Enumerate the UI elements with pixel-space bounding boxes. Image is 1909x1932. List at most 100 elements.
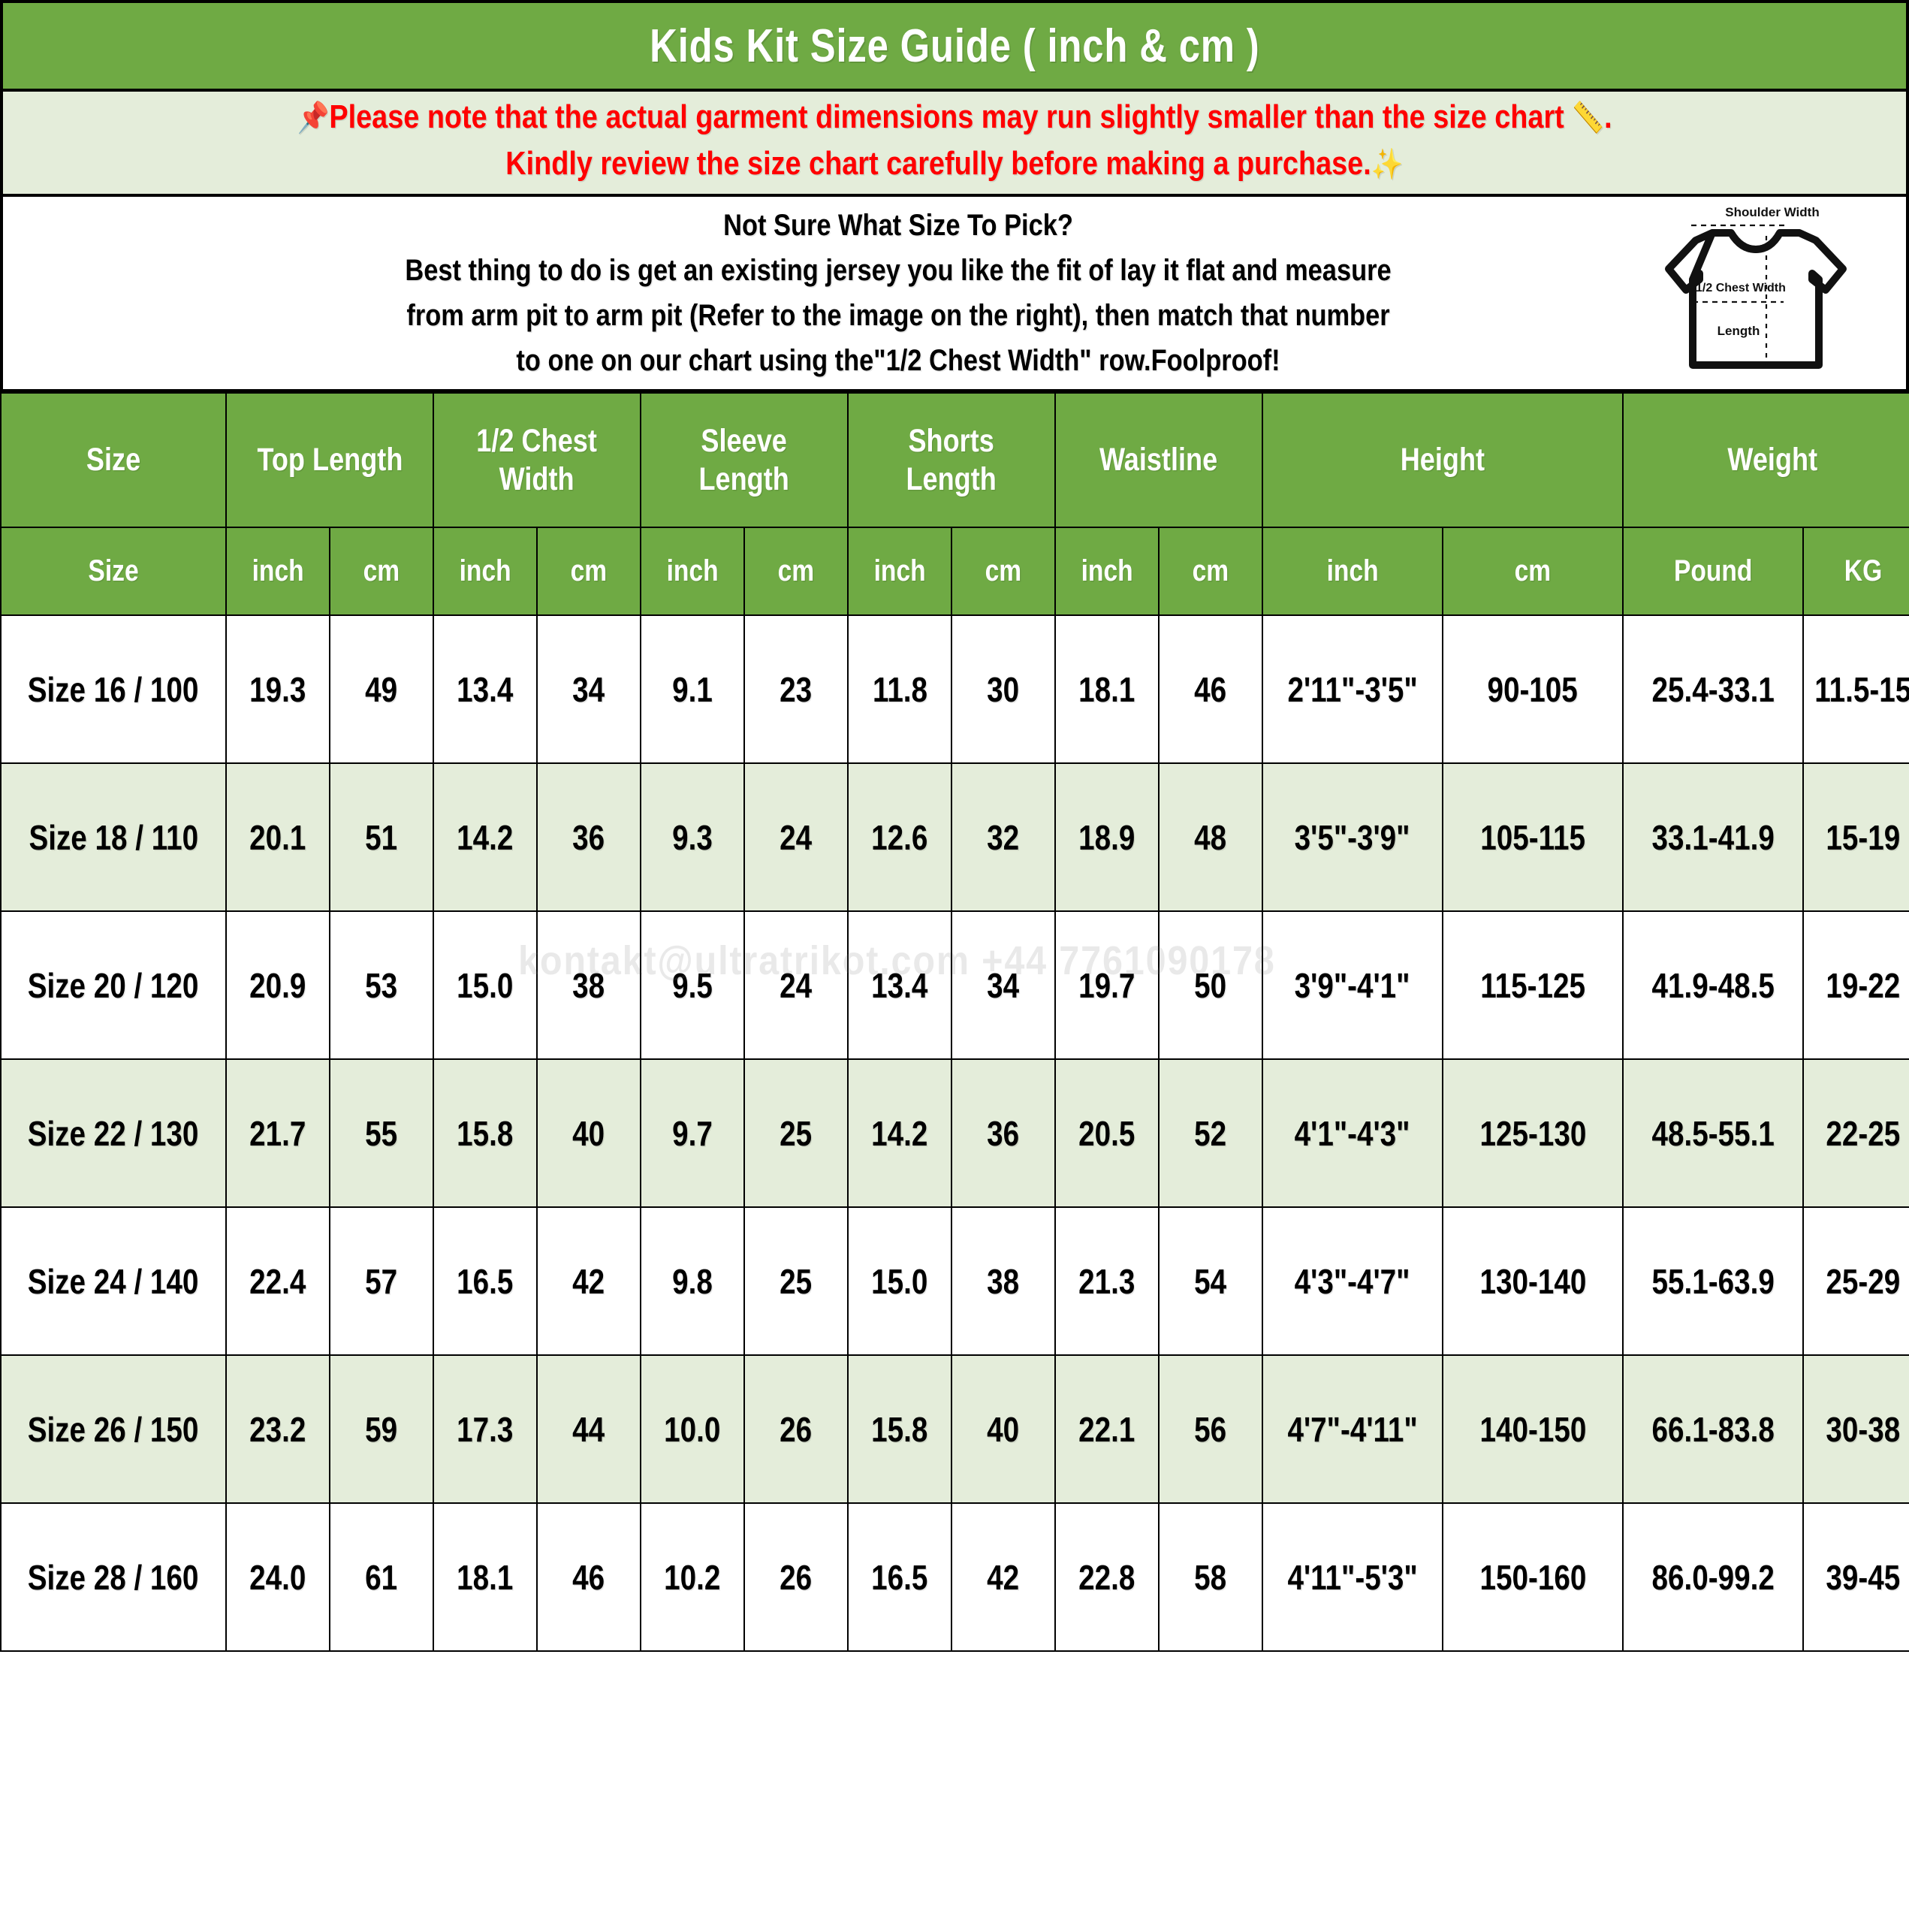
table-cell: 46 [536, 1502, 642, 1652]
table-cell: 90-105 [1442, 614, 1624, 764]
cell-value: 19.7 [1078, 965, 1135, 1005]
cell-value: 66.1-83.8 [1651, 1409, 1775, 1449]
warning-line-1: 📌Please note that the actual garment dim… [297, 94, 1612, 140]
unit-header-label: KG [1844, 554, 1882, 587]
cell-value: 18.1 [457, 1557, 514, 1597]
cell-value: 9.3 [672, 817, 713, 857]
table-cell: 41.9-48.5 [1622, 910, 1805, 1060]
table-row: Size 28 / 160 24.0 61 18.1 46 10.2 26 16.5 42 22.… [0, 1502, 1909, 1652]
table-cell: 61 [328, 1502, 435, 1652]
cell-value: 4'3"-4'7" [1295, 1261, 1410, 1301]
table-body: Size 16 / 100 19.3 49 13.4 34 9.1 23 11.8 30 18.1… [0, 614, 1909, 1652]
table-cell: 115-125 [1442, 910, 1624, 1060]
table-cell: 15-19 [1802, 762, 1909, 912]
cell-value: 18.1 [1078, 669, 1135, 709]
table-cell: 20.9 [225, 910, 330, 1060]
row-size-label: Size 22 / 130 [0, 1058, 227, 1208]
table-cell: 38 [536, 910, 642, 1060]
cell-value: 17.3 [457, 1409, 514, 1449]
cell-value: 13.4 [871, 965, 928, 1005]
warning-line-2: Kindly review the size chart carefully b… [505, 140, 1403, 187]
cell-value: 38 [987, 1261, 1020, 1301]
group-header-weight: Weight [1622, 392, 1909, 528]
table-cell: 23 [743, 614, 849, 764]
cell-value: 40 [572, 1113, 605, 1153]
table-row: Size 18 / 110 20.1 51 14.2 36 9.3 24 12.6 32 18.9… [0, 762, 1909, 912]
sparkles-icon: ✨ [1371, 147, 1404, 182]
cell-value: 56 [1194, 1409, 1227, 1449]
unit-header-label: Size [88, 554, 139, 587]
cell-value: 42 [987, 1557, 1020, 1597]
group-header-size: Size [0, 392, 227, 528]
table-cell: 36 [951, 1058, 1057, 1208]
table-cell: 22.4 [225, 1206, 330, 1356]
table-cell: 55 [328, 1058, 435, 1208]
size-table-container: Size Top Length 1/2 Chest Width Sleeve Len… [0, 392, 1909, 1932]
table-cell: 42 [536, 1206, 642, 1356]
table-row: Size 20 / 120 20.9 53 15.0 38 9.5 24 13.4 34 19.7… [0, 910, 1909, 1060]
cell-value: 59 [365, 1409, 398, 1449]
cell-value: 55 [365, 1113, 398, 1153]
cell-value: 9.5 [672, 965, 713, 1005]
table-cell: 12.6 [847, 762, 953, 912]
table-cell: 20.1 [225, 762, 330, 912]
unit-header-label: inch [1081, 554, 1133, 587]
table-cell: 21.7 [225, 1058, 330, 1208]
table-cell: 24 [743, 910, 849, 1060]
cell-value: 20.9 [249, 965, 306, 1005]
cell-value: 4'11"-5'3" [1287, 1557, 1418, 1597]
unit-header-label: inch [1326, 554, 1379, 587]
table-cell: 25 [743, 1058, 849, 1208]
table-cell: 11.5-15 [1802, 614, 1909, 764]
unit-header-1: inch [225, 527, 330, 616]
tshirt-collar [1727, 231, 1784, 254]
cell-value: 26 [780, 1409, 813, 1449]
cell-value: 55.1-63.9 [1651, 1261, 1775, 1301]
table-cell: 30 [951, 614, 1057, 764]
table-group-header-row: Size Top Length 1/2 Chest Width Sleeve Len… [0, 392, 1909, 528]
cell-value: 54 [1194, 1261, 1227, 1301]
cell-value: 53 [365, 965, 398, 1005]
table-cell: 57 [328, 1206, 435, 1356]
cell-value: 140-150 [1479, 1409, 1586, 1449]
cell-value: 4'7"-4'11" [1287, 1409, 1418, 1449]
table-cell: 54 [1158, 1206, 1264, 1356]
table-cell: 15.8 [847, 1354, 953, 1504]
cell-value: 15.8 [457, 1113, 514, 1153]
cell-value: 130-140 [1479, 1261, 1586, 1301]
row-size-label: Size 16 / 100 [0, 614, 227, 764]
cell-value: 11.5-15 [1814, 669, 1909, 709]
table-cell: 9.8 [640, 1206, 746, 1356]
unit-header-9: inch [1054, 527, 1160, 616]
cell-value: 22.4 [249, 1261, 306, 1301]
table-cell: 34 [951, 910, 1057, 1060]
cell-value: 25 [780, 1113, 813, 1153]
cell-value: 32 [987, 817, 1020, 857]
table-cell: 30-38 [1802, 1354, 1909, 1504]
cell-value: 26 [780, 1557, 813, 1597]
cell-value: 44 [572, 1409, 605, 1449]
size-table: Size Top Length 1/2 Chest Width Sleeve Len… [0, 392, 1909, 1652]
table-cell: 25-29 [1802, 1206, 1909, 1356]
table-cell: 49 [328, 614, 435, 764]
table-cell: 125-130 [1442, 1058, 1624, 1208]
row-size-label: Size 24 / 140 [0, 1206, 227, 1356]
cell-value: Size 22 / 130 [28, 1113, 199, 1153]
unit-header-13: Pound [1622, 527, 1805, 616]
table-row: Size 24 / 140 22.4 57 16.5 42 9.8 25 15.0 38 21.3… [0, 1206, 1909, 1356]
table-cell: 24.0 [225, 1502, 330, 1652]
page-title: Kids Kit Size Guide ( inch & cm ) [649, 20, 1260, 72]
table-cell: 22.8 [1054, 1502, 1160, 1652]
table-cell: 105-115 [1442, 762, 1624, 912]
cell-value: 46 [1194, 669, 1227, 709]
table-row: Size 16 / 100 19.3 49 13.4 34 9.1 23 11.8 30 18.1… [0, 614, 1909, 764]
cell-value: 49 [365, 669, 398, 709]
cell-value: 30 [987, 669, 1020, 709]
shoulder-width-label: Shoulder Width [1725, 205, 1819, 219]
unit-header-label: Pound [1673, 554, 1753, 587]
table-cell: 10.2 [640, 1502, 746, 1652]
table-cell: 44 [536, 1354, 642, 1504]
unit-header-label: cm [363, 554, 400, 587]
cell-value: Size 28 / 160 [28, 1557, 199, 1597]
table-cell: 16.5 [433, 1206, 538, 1356]
